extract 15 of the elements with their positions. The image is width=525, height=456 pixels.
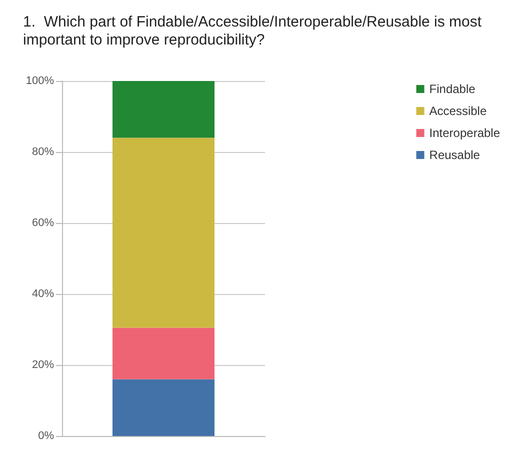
y-tick-label: 0% (38, 430, 54, 442)
y-tick-label: 100% (26, 75, 54, 87)
legend-label: Interoperable (429, 126, 500, 140)
chart-title: 1. Which part of Findable/Accessible/Interoperable/Reusable is most important to improve reproducibility? (23, 14, 486, 48)
y-tick-label: 40% (32, 288, 54, 300)
bar (112, 81, 214, 138)
bar (112, 328, 214, 380)
legend-label: Findable (429, 82, 476, 96)
legend-label: Reusable (429, 148, 480, 162)
y-tick-label: 80% (32, 146, 54, 158)
y-tick-label: 60% (32, 217, 54, 229)
legend-label: Accessible (429, 104, 487, 118)
bar (112, 138, 214, 328)
y-tick-label: 20% (32, 359, 54, 371)
bar (112, 379, 214, 436)
